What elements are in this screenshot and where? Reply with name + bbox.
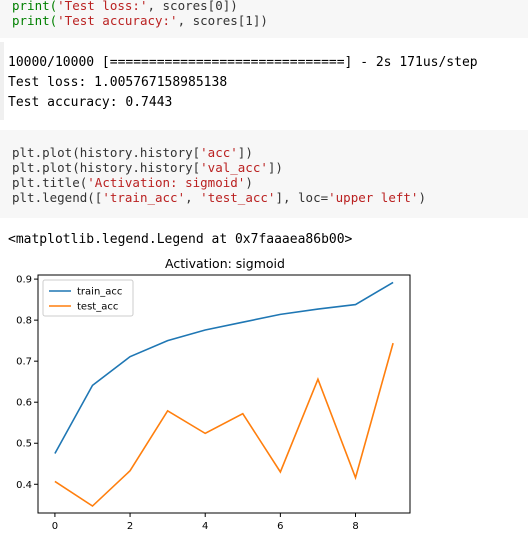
progress-output: 10000/10000 [===========================…	[8, 55, 478, 70]
x-tick-label: 2	[127, 521, 133, 532]
x-tick-label: 0	[52, 521, 58, 532]
y-tick-label: 0.4	[16, 480, 32, 491]
axis-ticks: 0.4 0.5 0.6 0.7 0.8 0.9 0 2 4 6 8	[16, 275, 359, 532]
output-area-1: 10000/10000 [===========================…	[0, 42, 528, 122]
line-chart: Activation: sigmoid 0.4 0.5 0.6 0.7 0.8 0.9 0 2…	[16, 256, 411, 532]
code-line: plt.title('Activation: sigmoid')	[12, 175, 253, 190]
code-token: , scores[0])	[147, 0, 238, 13]
code-token: 'upper left'	[328, 190, 419, 205]
legend-label: train_acc	[77, 287, 122, 298]
code-line: plt.plot(history.history['val_acc'])	[12, 160, 283, 175]
code-token: 'acc'	[200, 145, 238, 160]
code-token: plt.legend([	[12, 190, 103, 205]
code-token: ], loc=	[275, 190, 329, 205]
series-line-train_acc	[54, 281, 394, 454]
code-token: 'Test loss:'	[57, 0, 148, 13]
code-line: print('Test accuracy:', scores[1])	[12, 13, 268, 28]
code-token: 'val_acc'	[200, 160, 268, 175]
y-tick-label: 0.6	[16, 398, 32, 409]
code-token: print(	[12, 0, 58, 13]
x-tick-label: 8	[352, 521, 358, 532]
code-token: 'test_acc'	[200, 190, 276, 205]
legend-repr-output: <matplotlib.legend.Legend at 0x7faaaea86…	[8, 232, 353, 247]
y-tick-label: 0.5	[16, 439, 32, 450]
test-loss-output: Test loss: 1.005767158985138	[8, 75, 228, 90]
code-cell-1[interactable]: print('Test loss:', scores[0]) print('Te…	[0, 0, 528, 38]
code-token: 'train_acc'	[102, 190, 186, 205]
code-token: )	[245, 175, 253, 190]
y-tick-label: 0.9	[16, 275, 32, 286]
code-token: ,	[185, 190, 201, 205]
code-line: plt.plot(history.history['acc'])	[12, 145, 253, 160]
code-line: plt.legend(['train_acc', 'test_acc'], lo…	[12, 190, 426, 205]
x-tick-label: 6	[277, 521, 283, 532]
code-token: plt.plot(history.history[	[12, 145, 201, 160]
code-token: )	[418, 190, 426, 205]
code-cell-2[interactable]: plt.plot(history.history['acc']) plt.plo…	[0, 130, 528, 218]
chart-title: Activation: sigmoid	[165, 256, 285, 271]
code-token: plt.plot(history.history[	[12, 160, 201, 175]
code-token: ])	[267, 160, 283, 175]
y-tick-label: 0.8	[16, 316, 32, 327]
y-tick-label: 0.7	[16, 357, 32, 368]
test-accuracy-output: Test accuracy: 0.7443	[8, 95, 173, 110]
series-lines	[54, 281, 394, 508]
code-token: print(	[12, 13, 58, 28]
code-token: plt.title(	[12, 175, 88, 190]
code-token: 'Test accuracy:'	[57, 13, 178, 28]
legend-label: test_acc	[77, 302, 118, 313]
x-tick-label: 4	[202, 521, 208, 532]
chart-legend: train_acc test_acc	[42, 279, 134, 317]
series-line-test_acc	[54, 342, 394, 508]
legend-box	[42, 279, 134, 317]
code-token: ])	[237, 145, 253, 160]
code-token: , scores[1])	[177, 13, 268, 28]
code-token: 'Activation: sigmoid'	[87, 175, 246, 190]
output-gutter	[0, 42, 4, 120]
code-line: print('Test loss:', scores[0])	[12, 0, 238, 13]
